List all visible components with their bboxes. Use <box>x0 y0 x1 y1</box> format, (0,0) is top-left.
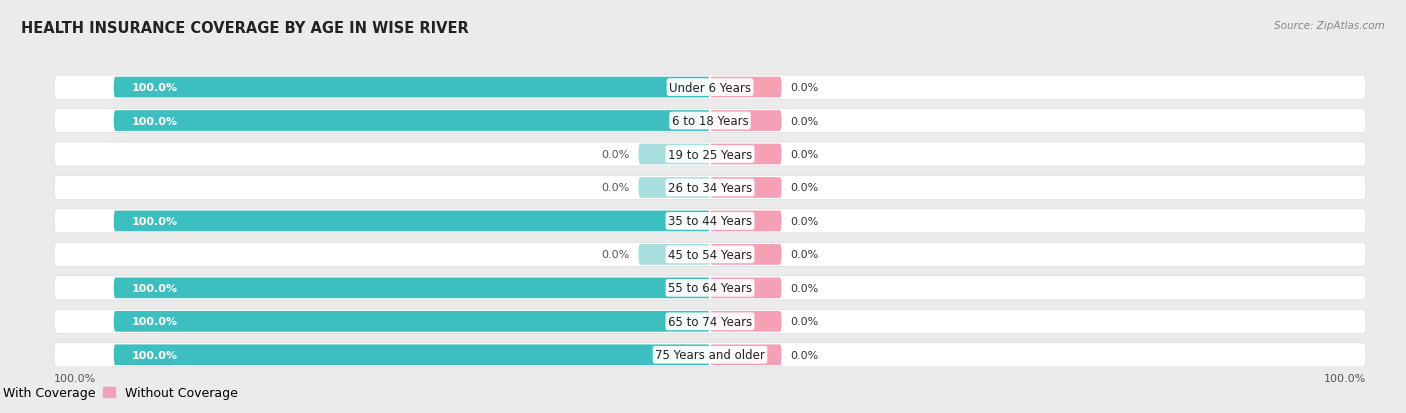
Text: 100.0%: 100.0% <box>1323 373 1367 382</box>
FancyBboxPatch shape <box>53 343 1367 367</box>
FancyBboxPatch shape <box>53 176 1367 200</box>
FancyBboxPatch shape <box>53 76 1367 100</box>
Text: 26 to 34 Years: 26 to 34 Years <box>668 182 752 195</box>
FancyBboxPatch shape <box>710 311 782 332</box>
Text: 75 Years and older: 75 Years and older <box>655 349 765 361</box>
FancyBboxPatch shape <box>710 344 782 365</box>
Text: 0.0%: 0.0% <box>790 116 818 126</box>
Text: 0.0%: 0.0% <box>790 283 818 293</box>
FancyBboxPatch shape <box>53 309 1367 334</box>
Text: 100.0%: 100.0% <box>132 116 177 126</box>
FancyBboxPatch shape <box>638 178 710 198</box>
Text: 19 to 25 Years: 19 to 25 Years <box>668 148 752 161</box>
Text: 0.0%: 0.0% <box>602 150 630 159</box>
FancyBboxPatch shape <box>53 209 1367 233</box>
FancyBboxPatch shape <box>710 111 782 132</box>
Text: 0.0%: 0.0% <box>790 183 818 193</box>
FancyBboxPatch shape <box>710 244 782 265</box>
Text: 0.0%: 0.0% <box>790 250 818 260</box>
Text: HEALTH INSURANCE COVERAGE BY AGE IN WISE RIVER: HEALTH INSURANCE COVERAGE BY AGE IN WISE… <box>21 21 468 36</box>
FancyBboxPatch shape <box>114 78 710 98</box>
Text: 100.0%: 100.0% <box>132 83 177 93</box>
Text: 100.0%: 100.0% <box>53 373 97 382</box>
Text: 55 to 64 Years: 55 to 64 Years <box>668 282 752 294</box>
Text: 0.0%: 0.0% <box>790 83 818 93</box>
Text: Under 6 Years: Under 6 Years <box>669 81 751 94</box>
FancyBboxPatch shape <box>638 144 710 165</box>
FancyBboxPatch shape <box>53 109 1367 133</box>
FancyBboxPatch shape <box>710 211 782 232</box>
FancyBboxPatch shape <box>114 311 710 332</box>
Text: 0.0%: 0.0% <box>602 183 630 193</box>
FancyBboxPatch shape <box>710 178 782 198</box>
Text: 100.0%: 100.0% <box>132 316 177 327</box>
Text: Source: ZipAtlas.com: Source: ZipAtlas.com <box>1274 21 1385 31</box>
FancyBboxPatch shape <box>638 244 710 265</box>
Text: 45 to 54 Years: 45 to 54 Years <box>668 248 752 261</box>
FancyBboxPatch shape <box>710 144 782 165</box>
Text: 100.0%: 100.0% <box>132 216 177 226</box>
Text: 0.0%: 0.0% <box>790 150 818 159</box>
Text: 35 to 44 Years: 35 to 44 Years <box>668 215 752 228</box>
FancyBboxPatch shape <box>53 142 1367 167</box>
FancyBboxPatch shape <box>710 278 782 299</box>
FancyBboxPatch shape <box>53 243 1367 267</box>
Text: 0.0%: 0.0% <box>790 316 818 327</box>
Text: 0.0%: 0.0% <box>602 250 630 260</box>
FancyBboxPatch shape <box>114 278 710 299</box>
FancyBboxPatch shape <box>53 276 1367 300</box>
Text: 100.0%: 100.0% <box>132 283 177 293</box>
Text: 0.0%: 0.0% <box>790 350 818 360</box>
FancyBboxPatch shape <box>114 344 710 365</box>
Text: 100.0%: 100.0% <box>132 350 177 360</box>
Text: 0.0%: 0.0% <box>790 216 818 226</box>
FancyBboxPatch shape <box>114 211 710 232</box>
Text: 65 to 74 Years: 65 to 74 Years <box>668 315 752 328</box>
Legend: With Coverage, Without Coverage: With Coverage, Without Coverage <box>0 387 238 399</box>
FancyBboxPatch shape <box>114 111 710 132</box>
FancyBboxPatch shape <box>710 78 782 98</box>
Text: 6 to 18 Years: 6 to 18 Years <box>672 115 748 128</box>
